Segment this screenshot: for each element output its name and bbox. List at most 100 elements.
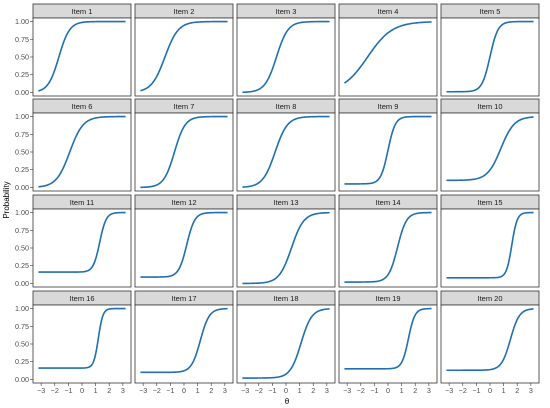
x-tick-label: −3 [37, 386, 45, 395]
panel-plot-area [338, 17, 438, 97]
x-tick-label: −1 [472, 386, 480, 395]
panel-plot-area [236, 17, 336, 97]
panel-title: Item 14 [375, 198, 400, 207]
x-tick-label: −1 [268, 386, 276, 395]
x-tick-label: 2 [311, 386, 315, 395]
x-tick-label: −2 [357, 386, 365, 395]
panel: Item 1 0.00 0.25 0.50 0.75 1.00 [15, 3, 132, 97]
icc-curve [38, 307, 126, 369]
y-tick-label: 0.00 [15, 183, 29, 192]
x-tick-label: 2 [107, 386, 111, 395]
panel-plot-area [32, 304, 132, 384]
panel-title: Item 4 [378, 7, 399, 16]
panel: Item 11 0.00 0.25 0.50 0.75 1.00 [15, 194, 132, 288]
x-tick-label: −1 [166, 386, 174, 395]
x-tick-label: 3 [223, 386, 227, 395]
x-tick-label: −2 [51, 386, 59, 395]
panel-plot-area [32, 112, 132, 192]
panel: Item 10 [440, 98, 540, 192]
panel: Item 7 [134, 98, 234, 192]
icc-curve [343, 21, 432, 84]
icc-curve [446, 116, 534, 182]
x-tick-label: 2 [209, 386, 213, 395]
x-tick-label: −3 [139, 386, 147, 395]
panel-plot-area [134, 208, 234, 288]
icc-curve [140, 307, 228, 374]
panel: Item 13 [236, 194, 336, 288]
y-tick-label: 0.25 [15, 261, 29, 270]
icc-curve [38, 115, 126, 188]
icc-curve [242, 115, 330, 188]
panel-plot-area [134, 17, 234, 97]
y-tick-label: 0.00 [15, 375, 29, 384]
x-tick-label: −1 [64, 386, 72, 395]
panel: Item 15 [440, 194, 540, 288]
panel-plot-area [440, 208, 540, 288]
y-tick-label: 0.75 [15, 322, 29, 331]
y-tick-label: 1.00 [15, 304, 29, 313]
panel-title: Item 12 [171, 198, 196, 207]
panel: Item 3 [236, 3, 336, 97]
y-tick-label: 0.50 [15, 53, 29, 62]
y-tick-label: 0.25 [15, 357, 29, 366]
panel-plot-area [236, 304, 336, 384]
x-tick-label: 1 [298, 386, 302, 395]
panel: Item 5 [440, 3, 540, 97]
y-tick-label: 0.75 [15, 226, 29, 235]
icc-curve [242, 20, 330, 94]
x-tick-label: −2 [255, 386, 263, 395]
panel-plot-area [236, 208, 336, 288]
panel-plot-area [134, 112, 234, 192]
y-tick-label: 0.50 [15, 148, 29, 157]
panel-title: Item 19 [375, 294, 400, 303]
panel-plot-area [338, 304, 438, 384]
panel: Item 8 [236, 98, 336, 192]
panel-title: Item 17 [171, 294, 196, 303]
panel-title: Item 18 [273, 294, 298, 303]
x-tick-label: 0 [284, 386, 288, 395]
x-tick-label: 0 [488, 386, 492, 395]
x-axis-title: θ [285, 397, 290, 406]
y-tick-label: 0.00 [15, 88, 29, 97]
panel-title: Item 6 [72, 102, 93, 111]
panel-title: Item 11 [70, 198, 94, 207]
icc-curve [446, 20, 534, 93]
panel-title: Item 2 [174, 7, 195, 16]
panel: Item 6 0.00 0.25 0.50 0.75 1.00 [15, 98, 132, 192]
panel-title: Item 1 [72, 7, 93, 16]
panel-title: Item 9 [378, 102, 399, 111]
panels-group: Item 1 0.00 0.25 0.50 0.75 1.00 Item 2 Item 3 It… [15, 3, 540, 395]
x-tick-label: 0 [80, 386, 84, 395]
panel-plot-area [32, 208, 132, 288]
x-tick-label: 3 [325, 386, 329, 395]
y-axis-title: Probability [2, 181, 11, 218]
x-tick-label: 0 [386, 386, 390, 395]
icc-curve [38, 211, 126, 273]
panel: Item 20 −3 −2 −1 0 1 2 3 [440, 290, 540, 395]
icc-curve [38, 20, 126, 92]
y-tick-label: 0.25 [15, 70, 29, 79]
icc-curve [344, 115, 432, 185]
x-tick-label: −3 [445, 386, 453, 395]
x-tick-label: 3 [121, 386, 125, 395]
x-tick-label: −1 [370, 386, 378, 395]
x-tick-label: −2 [459, 386, 467, 395]
panel: Item 19 −3 −2 −1 0 1 2 3 [338, 290, 438, 395]
y-tick-label: 0.25 [15, 165, 29, 174]
icc-curve [140, 20, 228, 92]
panel-title: Item 3 [276, 7, 297, 16]
panel: Item 17 −3 −2 −1 0 1 2 3 [134, 290, 234, 395]
y-tick-label: 1.00 [15, 17, 29, 26]
panel: Item 12 [134, 194, 234, 288]
x-tick-label: 3 [529, 386, 533, 395]
x-tick-label: −3 [343, 386, 351, 395]
panel-plot-area [236, 112, 336, 192]
icc-curve [446, 308, 534, 372]
panel: Item 16 0.00 0.25 0.50 0.75 1.00 −3 −2 −1 0 1 2 3 [15, 290, 132, 395]
panel-title: Item 8 [276, 102, 297, 111]
y-tick-label: 0.50 [15, 244, 29, 253]
panel-title: Item 16 [69, 294, 94, 303]
x-tick-label: 1 [400, 386, 404, 395]
y-tick-label: 0.75 [15, 35, 29, 44]
